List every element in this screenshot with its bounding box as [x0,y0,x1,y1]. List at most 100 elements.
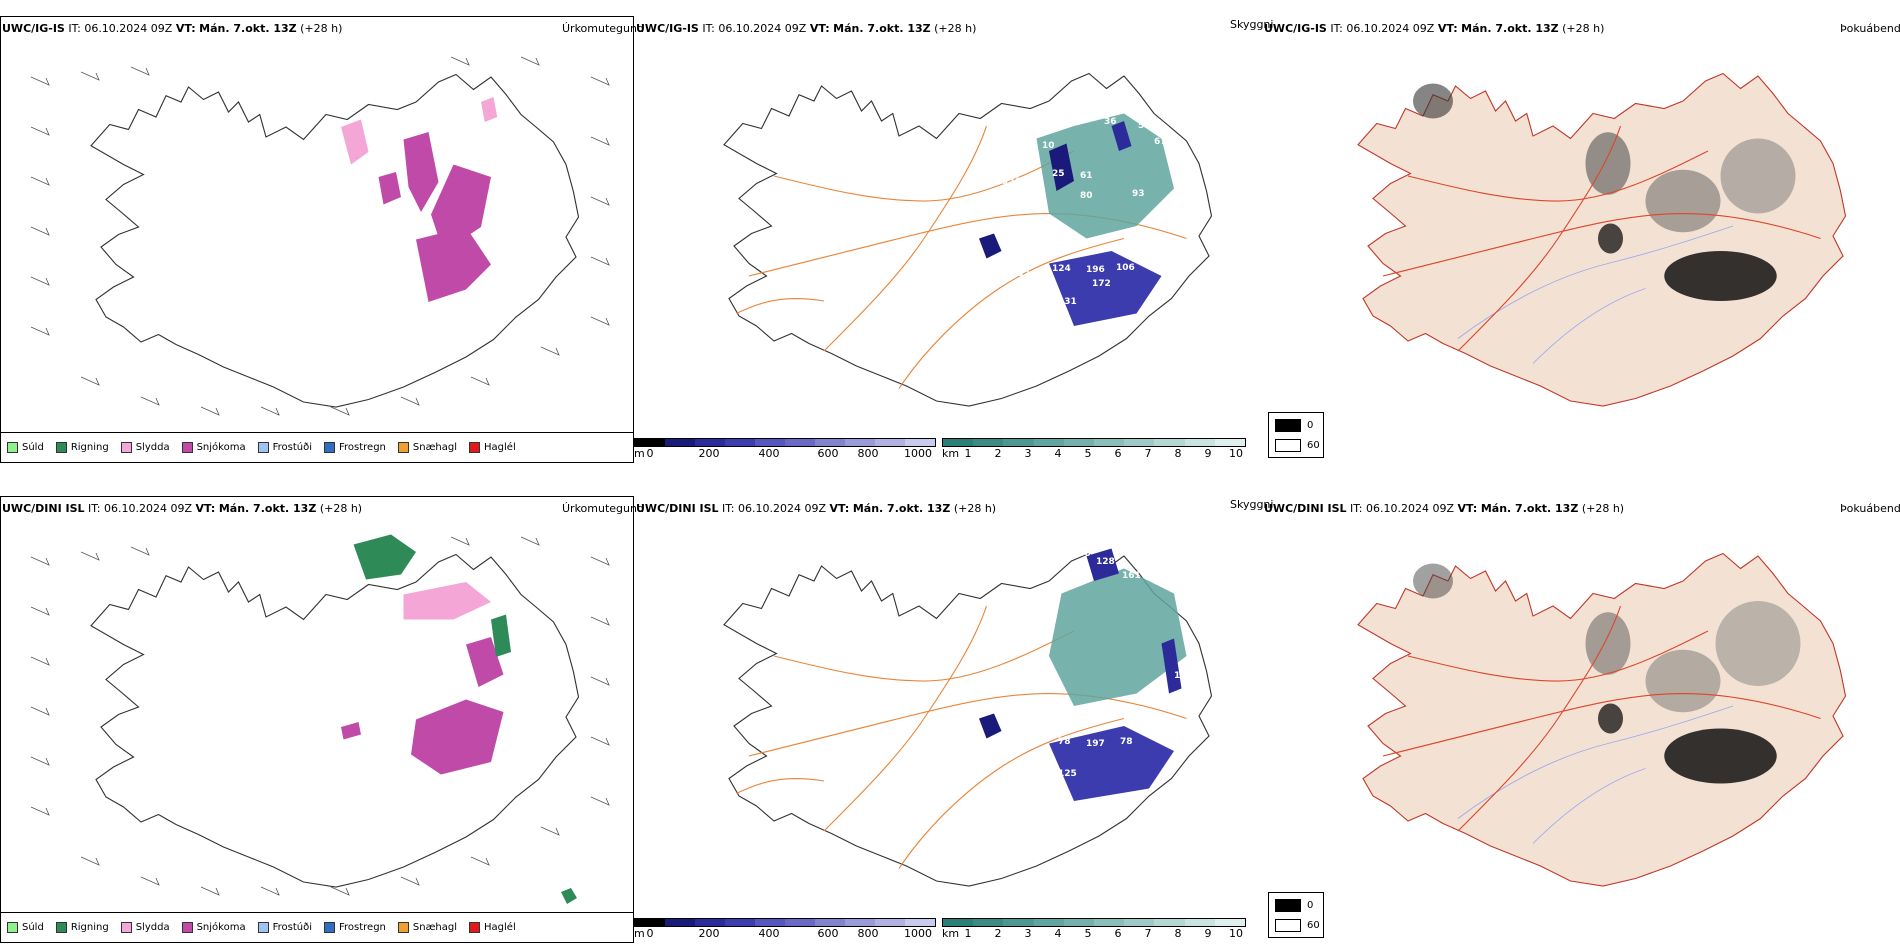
visibility-title-2: Skyggni [1230,498,1274,511]
vis-label: 106 [1016,739,1035,749]
precip-type-panel-2: Súld Rigning Slydda Snjókoma Frostúði Fr… [0,496,634,943]
visibility-map-1: 36 38 57 67 76 10 25 61 80 93 40 118 115… [723,72,1213,407]
visibility-scale-m-1: m 0 200 400 600 800 1000 [634,438,936,460]
lead-time: (+28 h) [319,502,363,515]
vis-label: 25 [1052,169,1065,179]
legend-item: Súld [7,922,44,933]
legend-swatch [7,442,18,453]
vis-label: 197 [1086,739,1105,749]
tick-label: 5 [1084,447,1092,460]
panel-header-2: UWC/IG-IS IT: 06.10.2024 09Z VT: Mán. 7.… [636,22,976,35]
precip-type-map-1 [30,56,610,416]
legend-label: Slydda [135,922,170,933]
tick-label: 800 [857,927,879,940]
panel-header-1: UWC/IG-IS IT: 06.10.2024 09Z VT: Mán. 7.… [2,22,342,35]
vis-label: 67 [1154,137,1167,147]
vis-label: 111 [1012,269,1031,279]
legend-item: Frostregn [324,922,386,933]
precip-areas [341,97,498,302]
fog-map-1 [1357,72,1847,407]
panel-header-3: UWC/IG-IS IT: 06.10.2024 09Z VT: Mán. 7.… [1264,22,1604,35]
vis-label: 10 [1042,141,1055,151]
lead-time: (+28 h) [953,502,997,515]
legend-swatch [257,922,269,933]
legend-label: Frostúði [272,442,312,453]
fog-panel-2 [1268,496,1900,943]
legend-swatch [55,922,67,933]
fog-tick: 60 [1307,920,1320,931]
river-network [1457,225,1734,364]
fog-swatch-white [1275,439,1301,452]
vis-label: 118 [1009,177,1028,187]
vis-label: 32 [950,241,963,251]
fog-tick: 0 [1307,420,1314,431]
legend-label: Haglél [484,922,516,933]
tick-label: 10 [1229,927,1243,940]
model-name: UWC/DINI ISL [636,502,719,515]
legend-label: Haglél [484,442,516,453]
precip-type-title-1: Úrkomutegund [562,22,644,35]
panel-header-4: UWC/DINI ISL IT: 06.10.2024 09Z VT: Mán.… [2,502,362,515]
vis-label: 161 [1122,571,1141,581]
tick-label: 3 [1024,447,1032,460]
vis-label: 36 [1104,117,1117,127]
vis-label: 76 [1036,127,1049,137]
legend-label: Slydda [135,442,170,453]
tick-label: 9 [1204,927,1212,940]
valid-time: Mán. 7.okt. 13Z [218,502,317,515]
tick-label: 9 [1204,447,1212,460]
legend-swatch [120,442,132,453]
legend-item: Snæhagl [397,922,457,933]
init-time: IT: 06.10.2024 09Z [1330,22,1435,35]
legend-item: Frostúði [257,922,312,933]
tick-label: 400 [758,927,780,940]
visibility-scale-km-bar [942,438,1246,447]
legend-swatch [397,442,409,453]
visibility-scale-m-bar [634,438,936,447]
tick-label: 10 [1229,447,1243,460]
fog-title-2: Þokuábendi [1840,502,1900,515]
visibility-scale-km-ticks: 1 2 3 4 5 6 7 8 9 10 [942,927,1246,940]
tick-label: 0 [646,927,654,940]
tick-label: 200 [698,927,720,940]
legend-swatch [55,442,67,453]
legend-item: Haglél [469,922,516,933]
visibility-map-2: 150 128 161 10 106 78 197 78 125 11 14 [723,548,1213,887]
valid-time-label: VT: [175,22,196,35]
vis-label: 172 [1092,279,1111,289]
valid-time: Mán. 7.okt. 13Z [833,22,931,35]
tick-label: 1000 [904,447,932,460]
valid-time: Mán. 7.okt. 13Z [199,22,297,35]
fog-scale-1: 0 60 [1268,412,1324,458]
legend-swatch [469,922,481,933]
valid-time-label: VT: [829,502,850,515]
legend-label: Frostregn [339,442,386,453]
legend-label: Súld [22,442,44,453]
lead-time: (+28 h) [1562,22,1605,35]
precip-type-map-2 [30,534,610,904]
tick-label: 8 [1174,447,1182,460]
visibility-scale-km-ticks: 1 2 3 4 5 6 7 8 9 10 [942,447,1246,460]
tick-label: 4 [1054,927,1062,940]
tick-label: 6 [1114,927,1122,940]
lead-time: (+28 h) [300,22,343,35]
legend-swatch [397,922,409,933]
valid-time: Mán. 7.okt. 13Z [1461,22,1559,35]
wind-barbs [30,536,610,896]
init-time: IT: 06.10.2024 09Z [88,502,193,515]
tick-label: 5 [1084,927,1092,940]
precip-type-title-2: Úrkomutegund [562,502,644,515]
precip-type-legend-1: Súld Rigning Slydda Snjókoma Frostúði Fr… [1,432,633,462]
legend-swatch [181,922,193,933]
valid-time: Mán. 7.okt. 13Z [1480,502,1579,515]
visibility-panel-1: 36 38 57 67 76 10 25 61 80 93 40 118 115… [634,16,1268,463]
lead-time: (+28 h) [934,22,977,35]
model-name: UWC/DINI ISL [1264,502,1347,515]
vis-label: 150 [1072,549,1091,559]
fog-tick: 0 [1307,900,1314,911]
scale-unit-m: m [634,927,645,940]
fog-panel-1 [1268,16,1900,463]
legend-label: Snjókoma [196,442,246,453]
tick-label: 600 [817,447,839,460]
model-name: UWC/IG-IS [1264,22,1327,35]
